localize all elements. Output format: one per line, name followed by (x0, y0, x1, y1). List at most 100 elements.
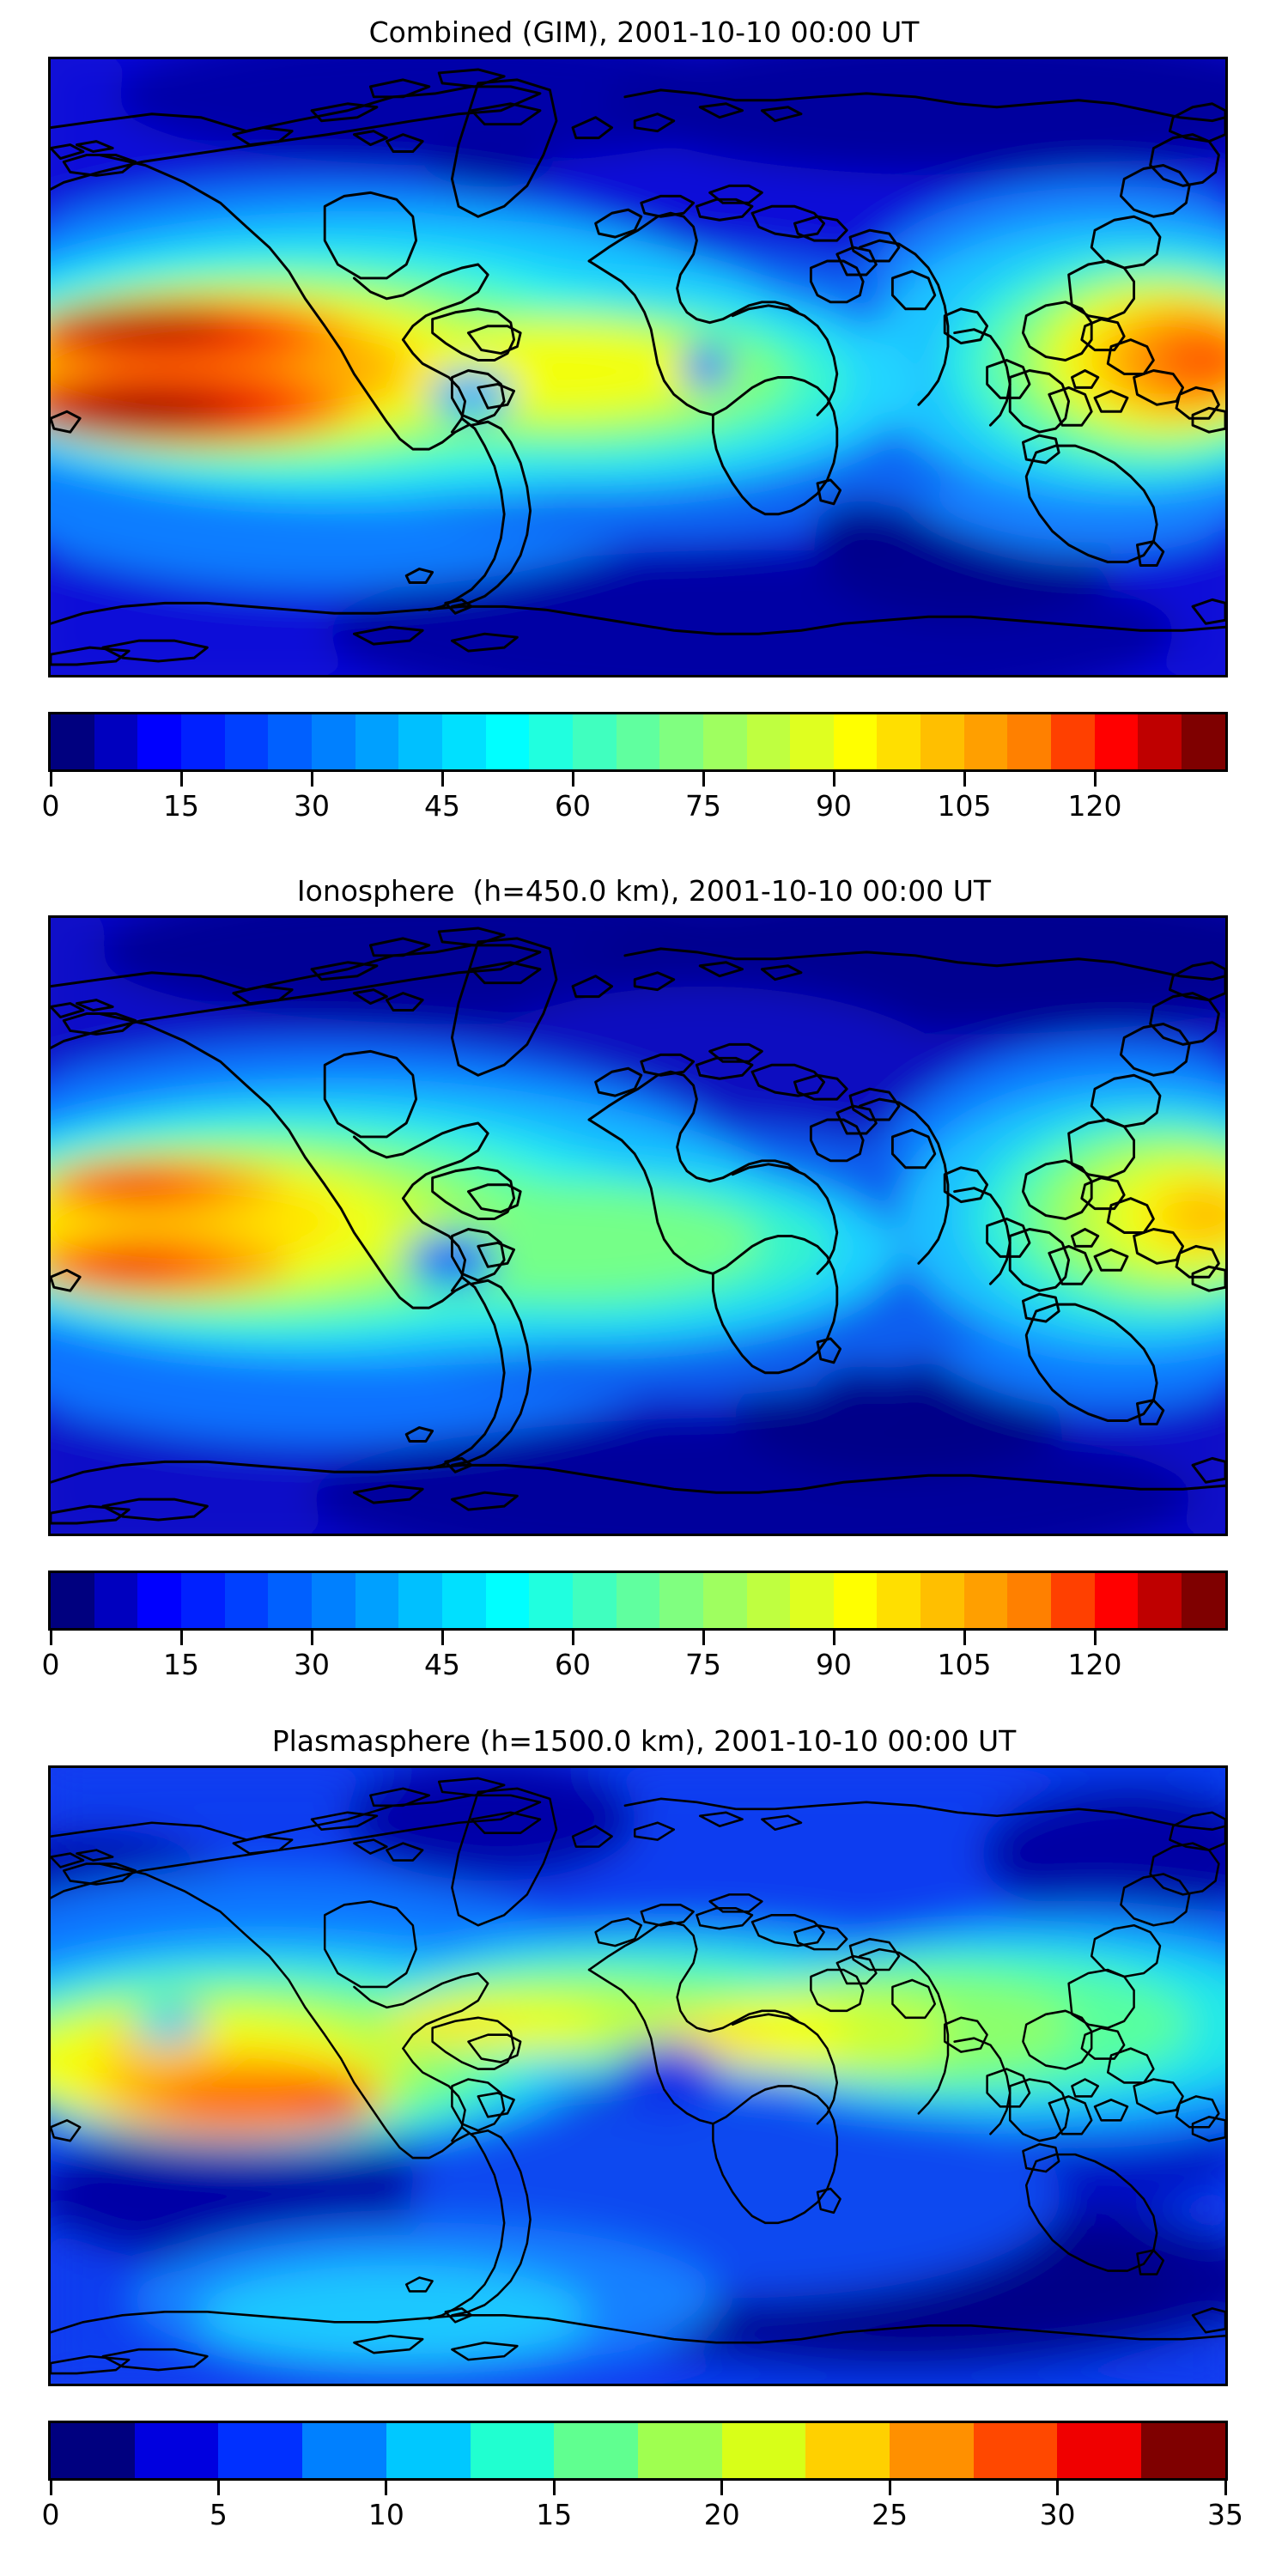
colorbar-band (529, 1573, 573, 1628)
colorbar-band (963, 1573, 1008, 1628)
colorbar-band (224, 714, 269, 769)
colorbar-tick-label: 5 (209, 2498, 228, 2531)
map-svg (51, 918, 1225, 1534)
colorbar-tick-label: 20 (703, 2498, 740, 2531)
colorbar-band (355, 1573, 399, 1628)
colorbar-plasmasphere: 0 5 10 15 20 25 30 35 (42, 2421, 1244, 2539)
colorbar-tick (385, 2481, 388, 2495)
colorbar-ticks (48, 1631, 1228, 1648)
colorbar-tick (49, 2481, 52, 2495)
colorbar-tick (702, 772, 705, 787)
colorbar-tick (571, 1631, 574, 1645)
panel-ionosphere: Ionosphere (h=450.0 km), 2001-10-10 00:0… (0, 859, 1288, 1717)
colorbar-band (94, 714, 138, 769)
colorbar-tick-label: 0 (41, 789, 60, 823)
colorbar-tick-label: 15 (163, 789, 199, 823)
colorbar-tick (1056, 2481, 1060, 2495)
colorbar-band (659, 714, 703, 769)
colorbar-tick-label: 25 (872, 2498, 908, 2531)
colorbar-band (137, 714, 181, 769)
colorbar-band (702, 1573, 747, 1628)
colorbar-ticks (48, 2481, 1228, 2498)
colorbar-band (1141, 2423, 1225, 2478)
colorbar-band (572, 714, 617, 769)
panel-title: Plasmasphere (h=1500.0 km), 2001-10-10 0… (271, 1724, 1017, 1758)
colorbar-tick (1093, 1631, 1097, 1645)
colorbar-band (659, 1573, 703, 1628)
colorbar-combined-gim: 0 15 30 45 60 75 90 105 120 (42, 712, 1228, 830)
colorbar-tick-label: 30 (1039, 2498, 1076, 2531)
colorbar-band (398, 714, 442, 769)
panel-title: Combined (GIM), 2001-10-10 00:00 UT (368, 15, 920, 49)
colorbar-band (721, 2423, 806, 2478)
colorbar-ticks (48, 772, 1228, 789)
coastline-layer (51, 927, 1225, 1525)
colorbar-band (355, 714, 399, 769)
colorbar-tick-label: 75 (685, 789, 721, 823)
colorbar-band (529, 714, 573, 769)
colorbar-band (1182, 1573, 1225, 1628)
colorbar-tick (571, 772, 574, 787)
colorbar-tick-label: 45 (424, 1648, 460, 1681)
colorbar-band (1182, 714, 1225, 769)
colorbar-band (485, 1573, 530, 1628)
colorbar-band (470, 2423, 555, 2478)
colorbar-band (218, 2423, 303, 2478)
colorbar-band (1007, 1573, 1052, 1628)
colorbar-tick-label: 120 (1067, 789, 1122, 823)
coastline-layer (51, 1777, 1225, 2375)
colorbar-tick (49, 772, 52, 787)
colorbar-band (386, 2423, 471, 2478)
map-combined-gim (48, 57, 1228, 677)
colorbar-band (1057, 2423, 1142, 2478)
colorbar-tick (963, 1631, 966, 1645)
colorbar-tick (888, 2481, 891, 2495)
map-plasmasphere (48, 1765, 1228, 2386)
colorbar-gradient (48, 1571, 1228, 1631)
colorbar-band (702, 714, 747, 769)
colorbar-tick (702, 1631, 705, 1645)
colorbar-gradient (48, 712, 1228, 772)
colorbar-band (94, 1573, 138, 1628)
colorbar-band (311, 714, 355, 769)
colorbar-band (51, 1573, 94, 1628)
colorbar-tick (49, 1631, 52, 1645)
colorbar-band (224, 1573, 269, 1628)
colorbar-band (920, 714, 964, 769)
colorbar-tick (963, 772, 966, 787)
colorbar-band (877, 714, 921, 769)
colorbar-band (1007, 714, 1052, 769)
colorbar-band (616, 714, 660, 769)
colorbar-band (790, 1573, 834, 1628)
colorbar-tick-label: 60 (555, 1648, 591, 1681)
colorbar-tick-label: 90 (816, 789, 852, 823)
colorbar-band (1138, 714, 1182, 769)
colorbar-tick-label: 15 (163, 1648, 199, 1681)
colorbar-tick (1093, 772, 1097, 787)
colorbar-tick-label: 30 (294, 789, 330, 823)
colorbar-band (1094, 714, 1139, 769)
colorbar-tick-label: 90 (816, 1648, 852, 1681)
colorbar-band (268, 714, 312, 769)
map-svg (51, 1768, 1225, 2384)
colorbar-tick (179, 1631, 183, 1645)
colorbar-band (554, 2423, 638, 2478)
colorbar-band (51, 714, 94, 769)
coastline-layer (51, 68, 1225, 666)
colorbar-tick-label: 0 (41, 1648, 60, 1681)
colorbar-tick (832, 772, 835, 787)
map-ionosphere (48, 915, 1228, 1536)
colorbar-band (137, 1573, 181, 1628)
colorbar-band (890, 2423, 974, 2478)
colorbar-band (180, 1573, 225, 1628)
colorbar-band (302, 2423, 386, 2478)
colorbar-band (134, 2423, 219, 2478)
colorbar-band (1051, 714, 1095, 769)
colorbar-tick-labels: 0 15 30 45 60 75 90 105 120 (42, 789, 1228, 830)
colorbar-tick-label: 60 (555, 789, 591, 823)
panel-combined-gim: Combined (GIM), 2001-10-10 00:00 UT (0, 0, 1288, 859)
colorbar-tick-label: 45 (424, 789, 460, 823)
colorbar-tick-labels: 0 5 10 15 20 25 30 35 (42, 2498, 1244, 2539)
colorbar-band (311, 1573, 355, 1628)
